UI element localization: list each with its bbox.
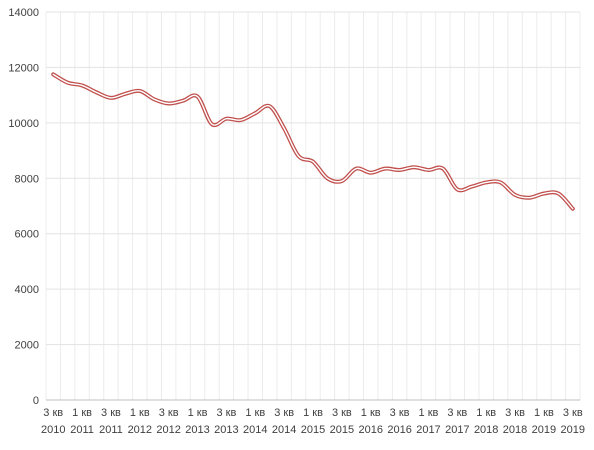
x-tick-label-quarter: 3 кв [216,407,236,419]
y-tick-label: 0 [33,395,39,407]
x-tick-label-quarter: 3 кв [274,407,294,419]
x-tick-label-quarter: 1 кв [419,407,439,419]
y-tick-label: 2000 [15,340,39,352]
x-tick-label-quarter: 3 кв [447,407,467,419]
y-tick-label: 6000 [15,229,39,241]
x-tick-label-year: 2017 [416,424,440,436]
x-tick-label-year: 2017 [445,424,469,436]
x-tick-label-quarter: 1 кв [534,407,554,419]
y-tick-label: 14000 [8,7,39,19]
x-tick-label-year: 2016 [387,424,411,436]
x-tick-label-year: 2015 [330,424,354,436]
x-tick-label-quarter: 1 кв [361,407,381,419]
x-tick-label-year: 2011 [99,424,123,436]
x-tick-label-quarter: 1 кв [72,407,92,419]
x-tick-label-year: 2013 [185,424,209,436]
x-axis-tick-labels: 3 кв 2010 1 кв 2011 3 кв 2011 1 кв 2012 3 кв 2012… [41,407,585,436]
x-tick-label-quarter: 1 кв [245,407,265,419]
x-tick-label-year: 2010 [41,424,65,436]
series-line-inner [52,73,574,210]
x-tick-label-year: 2019 [561,424,585,436]
x-tick-label-quarter: 3 кв [159,407,179,419]
x-tick-label-year: 2019 [532,424,556,436]
vertical-gridlines [45,12,581,400]
x-tick-label-quarter: 3 кв [43,407,63,419]
x-tick-label-quarter: 1 кв [130,407,150,419]
x-tick-label-quarter: 1 кв [303,407,323,419]
x-tick-label-year: 2012 [128,424,152,436]
x-tick-label-quarter: 3 кв [563,407,583,419]
x-tick-label-year: 2013 [214,424,238,436]
y-tick-label: 8000 [15,173,39,185]
x-tick-label-year: 2012 [156,424,180,436]
x-tick-label-quarter: 1 кв [188,407,208,419]
x-tick-label-year: 2015 [301,424,325,436]
x-tick-label-year: 2018 [503,424,527,436]
series-line-group [51,72,575,211]
y-tick-label: 12000 [8,62,39,74]
series-line-outline [51,72,575,211]
y-tick-label: 4000 [15,284,39,296]
x-tick-label-quarter: 1 кв [476,407,496,419]
x-tick-label-year: 2011 [70,424,94,436]
x-tick-label-year: 2014 [243,424,267,436]
x-tick-label-year: 2016 [358,424,382,436]
x-tick-label-year: 2014 [272,424,296,436]
x-tick-label-quarter: 3 кв [390,407,410,419]
x-tick-label-quarter: 3 кв [101,407,121,419]
x-tick-label-year: 2018 [474,424,498,436]
x-tick-label-quarter: 3 кв [332,407,352,419]
x-tick-label-quarter: 3 кв [505,407,525,419]
horizontal-gridlines [46,11,580,401]
y-tick-label: 10000 [8,118,39,130]
y-axis-tick-labels: 0 2000 4000 6000 8000 10000 12000 14000 [8,7,39,407]
